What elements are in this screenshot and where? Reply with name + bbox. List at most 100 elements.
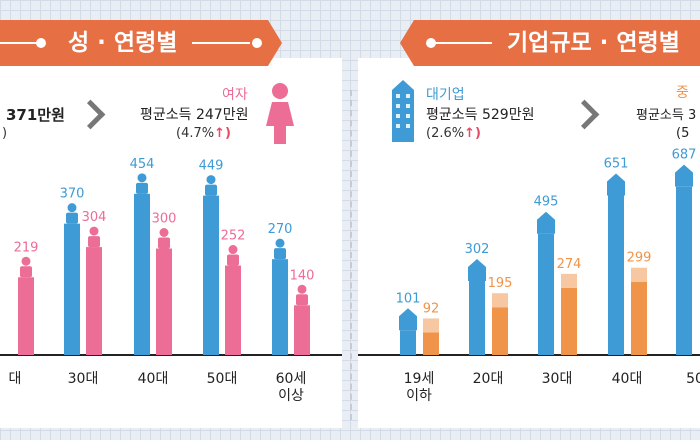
female-figure-torso bbox=[158, 237, 170, 249]
banner-dot bbox=[426, 38, 436, 48]
left-category-label: 30대 bbox=[68, 371, 99, 387]
right-panel bbox=[358, 58, 700, 428]
large-value-label: 302 bbox=[465, 242, 490, 257]
large-company-bar bbox=[400, 330, 416, 355]
small-company-bar bbox=[492, 307, 508, 355]
small-value-label: 92 bbox=[423, 301, 440, 316]
female-figure-head bbox=[297, 284, 307, 294]
large-building-roof bbox=[537, 211, 555, 234]
female-average-text: 평균소득 247만원 bbox=[140, 107, 249, 123]
male-figure-head bbox=[206, 175, 216, 185]
small-average-line: 평균소득 3 bbox=[636, 108, 697, 123]
right-category-label: 이하 bbox=[406, 388, 432, 404]
male-figure-torso bbox=[274, 248, 286, 260]
large-value-label: 651 bbox=[604, 157, 629, 172]
female-average-line: 평균소득 247만원 bbox=[140, 104, 248, 124]
female-bar bbox=[225, 265, 241, 355]
large-pct-info: (2.6%↑) bbox=[426, 126, 481, 141]
small-building-top bbox=[631, 267, 647, 282]
large-average-text: 평균소득 529만원 bbox=[426, 107, 535, 123]
small-building-top bbox=[492, 293, 508, 308]
small-value-label: 274 bbox=[557, 257, 582, 272]
banner-line bbox=[0, 42, 42, 44]
small-company-bar bbox=[631, 281, 647, 355]
male-value-label: 370 bbox=[60, 187, 85, 202]
right-category-label: 19세 bbox=[404, 371, 435, 387]
female-value-label: 304 bbox=[82, 210, 107, 225]
female-figure-head bbox=[228, 245, 238, 255]
male-pct: ) bbox=[2, 126, 8, 141]
small-company-bar bbox=[561, 287, 577, 355]
male-figure-head bbox=[67, 203, 77, 213]
large-building-roof bbox=[468, 259, 486, 282]
male-average-value: 371만원 bbox=[6, 106, 65, 124]
female-value-label: 300 bbox=[152, 212, 177, 227]
banner-line bbox=[192, 42, 250, 44]
female-figure-head bbox=[89, 226, 99, 236]
right-category-label: 20대 bbox=[473, 371, 504, 387]
large-company-bar bbox=[538, 233, 554, 355]
large-building-roof bbox=[399, 308, 417, 331]
large-company-bar bbox=[676, 186, 692, 355]
right-banner-title: 기업규모 · 연령별 bbox=[507, 30, 680, 56]
male-bar bbox=[203, 195, 219, 355]
left-category-label: 40대 bbox=[138, 371, 169, 387]
female-bar bbox=[86, 247, 102, 355]
small-company-bar bbox=[423, 332, 439, 355]
small-value-label: 299 bbox=[627, 251, 652, 266]
left-category-label: 대 bbox=[9, 371, 22, 387]
banner-line bbox=[434, 42, 492, 44]
male-figure-torso bbox=[205, 184, 217, 196]
large-value-label: 101 bbox=[396, 291, 421, 306]
small-value-label: 195 bbox=[488, 276, 513, 291]
male-bar bbox=[64, 223, 80, 355]
male-figure-torso bbox=[136, 182, 148, 194]
right-category-label: 40대 bbox=[612, 371, 643, 387]
up-arrow-icon: ↑) bbox=[214, 126, 231, 141]
female-value-label: 252 bbox=[221, 229, 246, 244]
male-figure-torso bbox=[66, 212, 78, 224]
large-value-label: 495 bbox=[534, 195, 559, 210]
female-bar bbox=[294, 305, 310, 355]
large-company-bar bbox=[469, 281, 485, 355]
right-banner: 기업규모 · 연령별 bbox=[400, 20, 700, 66]
large-building-roof bbox=[607, 173, 625, 196]
left-banner: 성 · 연령별 bbox=[0, 20, 282, 66]
female-figure-torso bbox=[227, 254, 239, 266]
small-company-label: 중 bbox=[676, 85, 689, 101]
male-pct-info: ) bbox=[2, 126, 7, 141]
large-pct: (2.6% bbox=[426, 126, 465, 141]
male-figure-head bbox=[275, 238, 285, 248]
female-figure-head bbox=[159, 228, 169, 237]
banner-dot bbox=[252, 38, 262, 48]
female-figure-torso bbox=[296, 294, 308, 306]
large-company-label: 대기업 bbox=[426, 87, 465, 103]
large-average-line: 평균소득 529만원 bbox=[426, 104, 534, 124]
large-company-bar bbox=[608, 195, 624, 355]
female-value-label: 140 bbox=[290, 268, 315, 283]
right-category-label: 30대 bbox=[542, 371, 573, 387]
male-value-label: 449 bbox=[199, 159, 224, 174]
building-icon bbox=[392, 80, 414, 142]
left-category-label: 50대 bbox=[207, 371, 238, 387]
female-figure-head bbox=[21, 256, 31, 266]
panel-divider bbox=[350, 90, 352, 420]
banner-dot bbox=[36, 38, 46, 48]
female-bar bbox=[18, 277, 34, 355]
female-pct: (4.7% bbox=[176, 126, 215, 141]
female-label: 여자 bbox=[222, 87, 248, 103]
male-value-label: 454 bbox=[130, 157, 155, 172]
left-category-label: 60세 bbox=[276, 371, 307, 387]
large-building-roof bbox=[675, 164, 693, 187]
large-value-label: 687 bbox=[672, 148, 697, 163]
left-category-label: 이상 bbox=[278, 388, 304, 404]
left-banner-title: 성 · 연령별 bbox=[68, 30, 178, 56]
male-bar bbox=[272, 259, 288, 355]
male-figure-head bbox=[137, 173, 147, 183]
female-pct-info: (4.7%↑) bbox=[176, 126, 231, 141]
small-building-top bbox=[423, 318, 439, 333]
up-arrow-icon: ↑) bbox=[464, 126, 481, 141]
woman-icon bbox=[266, 83, 294, 144]
male-value-label: 270 bbox=[268, 222, 293, 237]
